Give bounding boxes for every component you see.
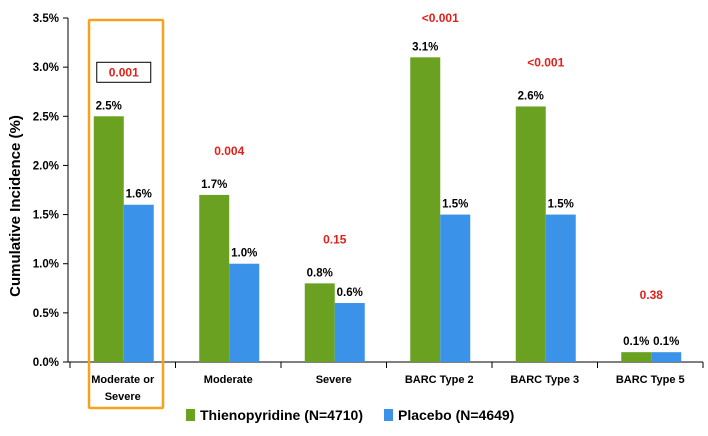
y-tick-label: 2.5% xyxy=(33,111,59,123)
x-tick-label: Moderate xyxy=(204,374,253,386)
y-tick-label: 0.0% xyxy=(33,357,59,369)
legend: Thienopyridine (N=4710) Placebo (N=4649) xyxy=(186,407,514,423)
bar xyxy=(515,106,546,362)
bar-value-label: 1.7% xyxy=(201,179,227,191)
p-value-label: 0.15 xyxy=(323,232,347,246)
y-tick-label: 1.0% xyxy=(33,259,59,271)
highlight-frame xyxy=(87,18,165,410)
legend-swatch xyxy=(384,409,393,421)
bar-value-label: 1.5% xyxy=(548,199,574,211)
y-axis-title: Cumulative Incidence (%) xyxy=(7,115,24,297)
legend-swatch xyxy=(186,409,195,421)
bar xyxy=(621,352,652,362)
y-tick-label: 1.5% xyxy=(33,210,59,222)
bar xyxy=(229,263,260,362)
y-tick-label: 3.5% xyxy=(33,13,59,25)
bar-value-label: 3.1% xyxy=(412,41,438,53)
y-tick-label: 2.0% xyxy=(33,160,59,172)
bar xyxy=(440,214,471,362)
p-value-label: <0.001 xyxy=(527,55,564,69)
x-tick-label: Moderate or xyxy=(91,374,155,386)
p-value-label: 0.38 xyxy=(640,288,664,302)
bar-value-label: 1.5% xyxy=(442,199,468,211)
p-value-label: 0.004 xyxy=(214,144,244,158)
p-value-box xyxy=(96,61,152,83)
bar xyxy=(334,303,365,362)
x-tick-label: BARC Type 5 xyxy=(616,374,685,386)
bar-value-label: 0.6% xyxy=(337,287,363,299)
bar xyxy=(410,57,441,363)
bar xyxy=(199,194,230,362)
bar xyxy=(545,214,576,362)
bar-value-label: 2.6% xyxy=(518,90,544,102)
legend-label: Thienopyridine (N=4710) xyxy=(200,407,363,423)
x-tick-label: BARC Type 2 xyxy=(405,374,474,386)
plot-area: 0.0% 0.5% 1.0% 1.5% 2.0% 2.5% 3.0% 3.5% 2.5% 1.6%… xyxy=(33,11,704,410)
bar-value-label: 2.5% xyxy=(96,100,122,112)
x-tick-label: Severe xyxy=(105,391,141,403)
bar xyxy=(651,352,682,362)
p-value-label: 0.001 xyxy=(109,65,139,79)
bar-value-label: 1.0% xyxy=(231,248,257,260)
legend-label: Placebo (N=4649) xyxy=(398,407,514,423)
bar-value-label: 1.6% xyxy=(126,189,152,201)
bar-value-label: 0.1% xyxy=(653,336,679,348)
y-tick-label: 0.5% xyxy=(33,308,59,320)
bar xyxy=(93,116,124,363)
p-value-label: <0.001 xyxy=(422,11,459,25)
x-tick-label: BARC Type 3 xyxy=(510,374,579,386)
bar-value-label: 0.1% xyxy=(623,336,649,348)
y-tick-label: 3.0% xyxy=(33,62,59,74)
x-tick-label: Severe xyxy=(316,374,352,386)
bar-value-label: 0.8% xyxy=(307,267,333,279)
bar xyxy=(123,204,154,362)
bar xyxy=(304,283,335,362)
